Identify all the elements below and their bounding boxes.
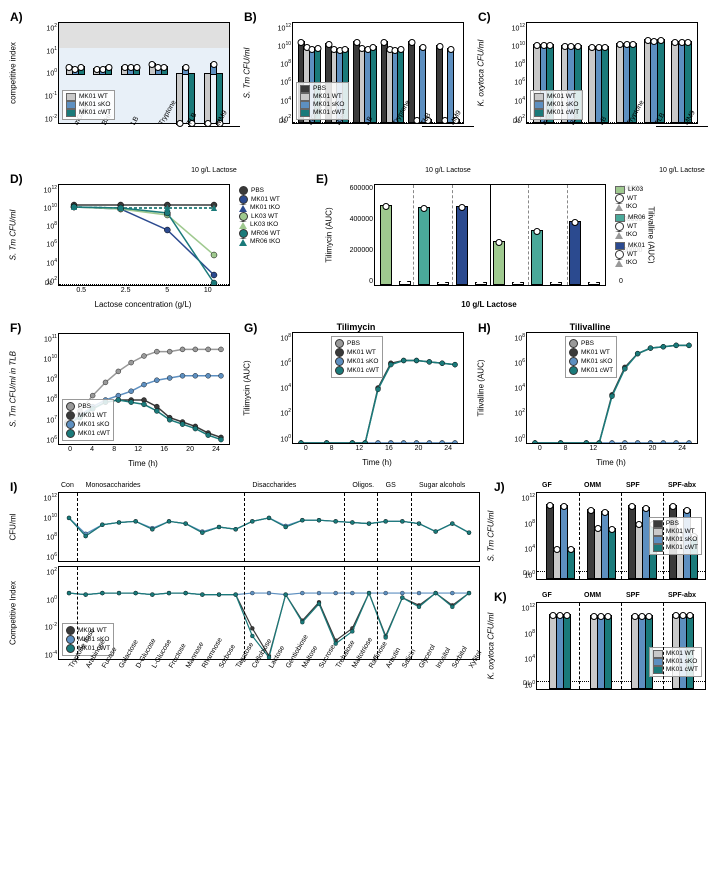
- panel-d-label: D): [10, 172, 23, 186]
- panel-k-label: K): [494, 590, 507, 604]
- panel-d-chart: S. Tm CFU/ml 10121010108106104102 0.52.5…: [58, 184, 230, 286]
- panel-g-legend: PBSMK01 WTMK01 sKOMK01 cWT: [331, 336, 383, 378]
- panel-c-label: C): [478, 10, 491, 24]
- panel-e-legend: LK03WTtKOMR06WTtKOMK01WTtKO: [612, 184, 648, 272]
- panel-h-legend: PBSMK01 WTMK01 sKOMK01 cWT: [565, 336, 617, 378]
- panel-c: C) K. oxytoca CFU/ml 1012101010810610410…: [476, 8, 704, 124]
- panel-h-title: Tilivalline: [476, 322, 704, 332]
- panel-h-xtitle: Time (h): [526, 458, 696, 467]
- panel-j: J) S. Tm CFU/ml 1012108104100 PBSMK01 WT…: [492, 478, 710, 580]
- panel-k-ytitle: K. oxytoca CFU/ml: [487, 613, 496, 680]
- panel-g-title: Tilimycin: [242, 322, 470, 332]
- panel-k: K) K. oxytoca CFU/ml 1012108104100 MK01 …: [492, 588, 710, 690]
- panel-i-bottom-ytitle: Competitive Index: [9, 581, 18, 645]
- panel-i: I) CFU/ml 10121010108106 ConMonosacchari…: [8, 478, 486, 720]
- panel-d: D) S. Tm CFU/ml 10121010108106104102 0.5…: [8, 170, 308, 309]
- panel-e-xtitle: 10 g/L Lactose: [374, 300, 604, 309]
- panel-a-label: A): [10, 10, 23, 24]
- panel-c-legend: MK01 WTMK01 sKOMK01 cWT: [530, 90, 583, 120]
- panel-c-chart: K. oxytoca CFU/ml 10121010108106104102 m…: [526, 22, 698, 124]
- panel-g-xtitle: Time (h): [292, 458, 462, 467]
- panel-e: E) Tilimycin (AUC) Tilivalline (AUC) 600…: [314, 170, 704, 309]
- panel-j-label: J): [494, 480, 505, 494]
- panel-b-chart: S. Tm CFU/ml 10121010108106104102 mGAMBH…: [292, 22, 464, 124]
- panel-k-chart: K. oxytoca CFU/ml 1012108104100 MK01 WTM…: [536, 602, 706, 690]
- panel-h: H) Tilivalline Tilivalline (AUC) 1081061…: [476, 319, 704, 468]
- panel-g: G) Tilimycin Tilimycin (AUC) 10810610410…: [242, 319, 470, 468]
- panel-f: F) S. Tm CFU/ml in TLB 10111010109108107…: [8, 319, 236, 468]
- panel-j-chart: S. Tm CFU/ml 1012108104100 PBSMK01 WTMK0…: [536, 492, 706, 580]
- panel-b-legend: PBSMK01 WTMK01 sKOMK01 cWT: [296, 82, 349, 120]
- panel-a-ytitle: competitive index: [9, 42, 18, 104]
- panel-f-ytitle: S. Tm CFU/ml in TLB: [9, 351, 18, 427]
- panel-d-ytitle: S. Tm CFU/ml: [9, 210, 18, 261]
- panel-d-legend: PBSMK01 WTMK01 tKOLK03 WTLK03 tKOMR06 WT…: [236, 184, 283, 248]
- panel-b-ytitle: S. Tm CFU/ml: [243, 48, 252, 99]
- panel-e-label: E): [316, 172, 328, 186]
- panel-f-label: F): [10, 321, 21, 335]
- panel-i-label: I): [10, 480, 17, 494]
- panel-j-ytitle: S. Tm CFU/ml: [487, 511, 496, 562]
- panel-i-top-chart: CFU/ml 10121010108106 ConMonosaccharides…: [58, 492, 480, 562]
- panel-f-xtitle: Time (h): [58, 459, 228, 468]
- panel-b-label: B): [244, 10, 257, 24]
- panel-b: B) S. Tm CFU/ml 10121010108106104102 mGA…: [242, 8, 470, 124]
- panel-h-label: H): [478, 321, 491, 335]
- panel-g-label: G): [244, 321, 257, 335]
- panel-a-chart: competitive index 10210110010-110-2 mGAM…: [58, 22, 230, 124]
- panel-f-chart: S. Tm CFU/ml in TLB 10111010109108107106…: [58, 333, 230, 445]
- panel-h-ytitle: Tilivalline (AUC): [477, 359, 486, 416]
- panel-d-xtitle: Lactose concentration (g/L): [58, 300, 228, 309]
- panel-i-top-ytitle: CFU/ml: [9, 513, 18, 540]
- panel-f-legend: PBSMK01 WTMK01 sKOMK01 cWT: [62, 399, 114, 441]
- panel-j-legend: PBSMK01 WTMK01 sKOMK01 cWT: [649, 517, 702, 555]
- panel-g-chart: Tilimycin (AUC) 108106104102100 08121620…: [292, 332, 464, 444]
- panel-b-lactose: 10 g/L Lactose: [422, 126, 474, 174]
- panel-a-lactose: 10 g/L Lactose: [188, 126, 240, 174]
- panel-c-lactose: 10 g/L Lactose: [656, 126, 708, 174]
- panel-k-legend: MK01 WTMK01 sKOMK01 cWT: [649, 647, 702, 677]
- panel-e-ytitle-left: Tilimycin (AUC): [325, 207, 334, 262]
- panel-e-chart: Tilimycin (AUC) Tilivalline (AUC) 600000…: [374, 184, 606, 286]
- panel-a: A) competitive index 10210110010-110-2 m…: [8, 8, 236, 124]
- panel-h-chart: Tilivalline (AUC) 108106104102100 081216…: [526, 332, 698, 444]
- panel-g-ytitle: Tilimycin (AUC): [243, 360, 252, 415]
- panel-c-ytitle: K. oxytoca CFU/ml: [477, 40, 486, 107]
- panel-a-legend: MK01 WTMK01 sKOMK01 cWT: [62, 90, 115, 120]
